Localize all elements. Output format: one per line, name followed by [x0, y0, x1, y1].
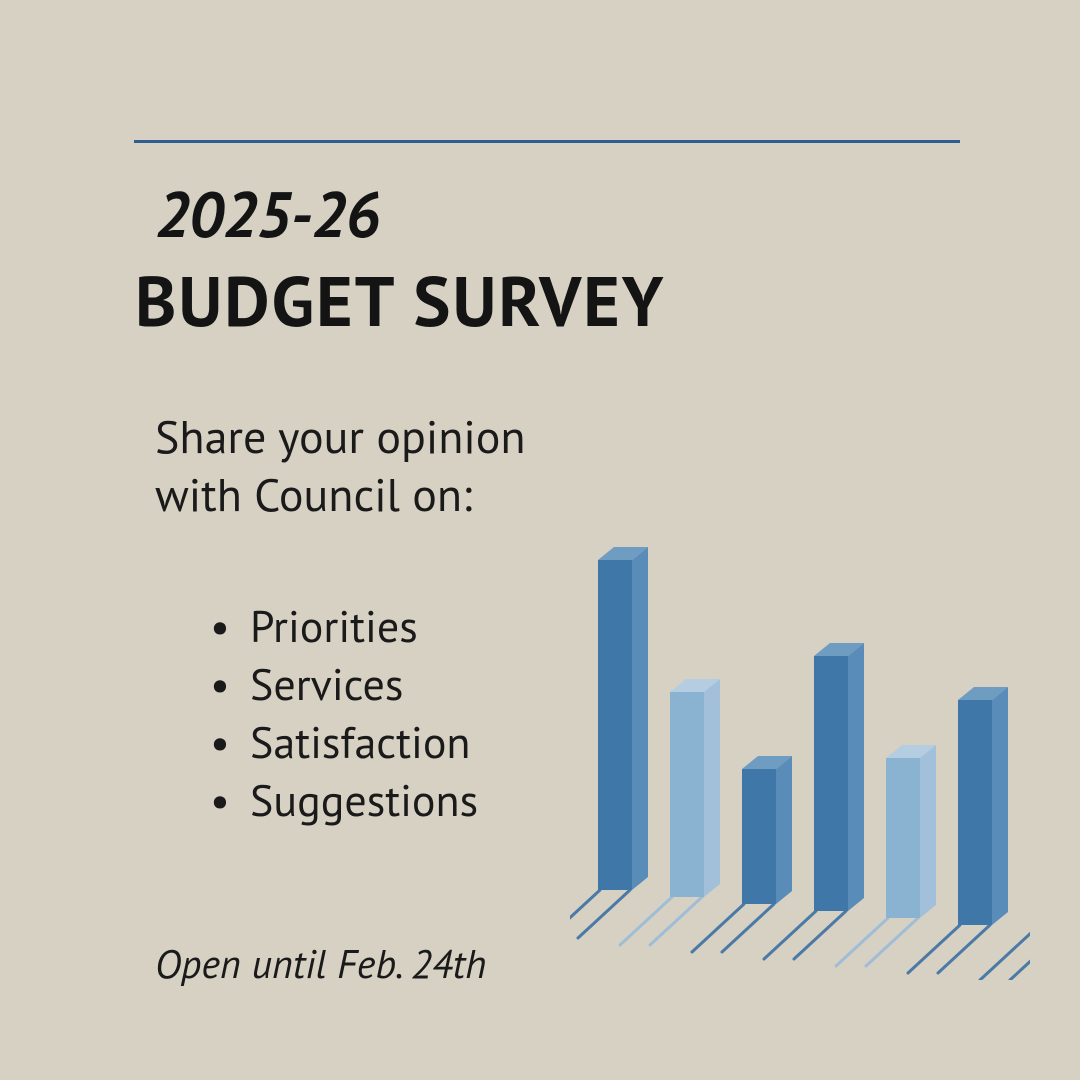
bullet-item: Priorities: [210, 598, 478, 656]
title-main: BUDGET SURVEY: [135, 256, 665, 346]
subhead: Share your opinion with Council on:: [155, 408, 526, 523]
subhead-line1: Share your opinion: [155, 406, 526, 466]
bar-chart-icon: [570, 480, 1030, 980]
subhead-line2: with Council on:: [155, 464, 472, 524]
bar-chart-svg: [570, 480, 1030, 980]
title-year: 2025-26: [155, 172, 379, 255]
top-rule: [134, 140, 960, 143]
infographic-card: 2025-26 BUDGET SURVEY Share your opinion…: [0, 0, 1080, 1080]
bullet-item: Services: [210, 656, 478, 714]
footer-note: Open until Feb. 24th: [155, 938, 486, 990]
bullet-list: Priorities Services Satisfaction Suggest…: [210, 598, 478, 830]
bullet-item: Suggestions: [210, 772, 478, 830]
bullet-item: Satisfaction: [210, 714, 478, 772]
